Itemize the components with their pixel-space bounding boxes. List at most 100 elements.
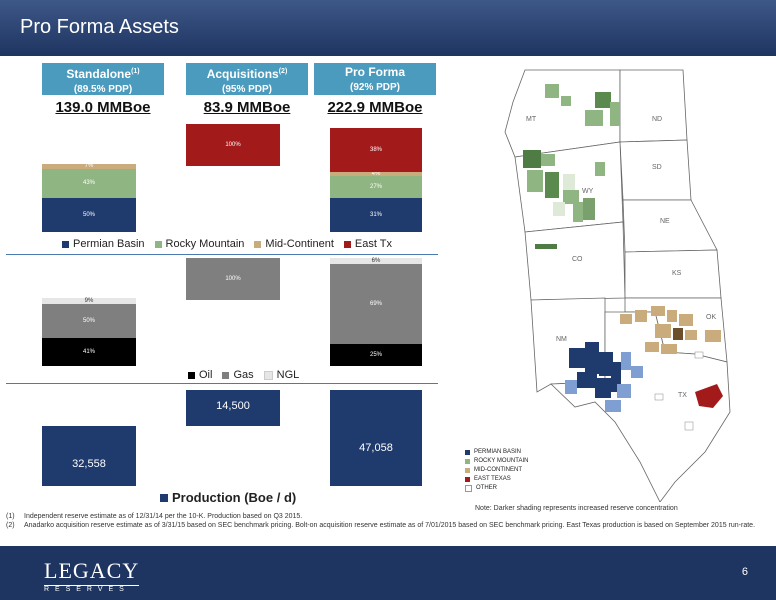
- footnote: (1) Independent reserve estimate as of 12…: [6, 512, 766, 521]
- column-footnote-ref: (1): [131, 68, 140, 75]
- column-title: Standalone: [66, 67, 132, 81]
- bar-segment: 100%: [186, 258, 280, 300]
- footnote-number: (1): [6, 513, 15, 520]
- bar-segment: 41%: [42, 338, 136, 366]
- production-bar: 32,558: [42, 426, 136, 486]
- mid-continent-assets: [620, 306, 721, 354]
- legend-label: PERMIAN BASIN: [474, 449, 522, 455]
- legend-swatch: [160, 493, 168, 502]
- column-title: Acquisitions: [206, 67, 279, 81]
- bar-segment: 50%: [42, 304, 136, 339]
- bar-segment: 27%: [330, 176, 422, 198]
- column-footnote-ref: (2): [278, 68, 288, 75]
- production-legend: Production (Boe / d): [160, 490, 296, 505]
- legend-item: NGL: [263, 369, 300, 381]
- bar-segment: 69%: [330, 264, 422, 344]
- legend-item: Permian Basin: [62, 238, 145, 250]
- section-divider: [6, 383, 438, 384]
- bar-segment: 50%: [42, 198, 136, 232]
- section-divider: [6, 254, 438, 255]
- east-texas-assets: [695, 384, 723, 408]
- legend-swatch: [343, 240, 351, 248]
- state-label: NM: [556, 336, 567, 343]
- state-label: KS: [672, 270, 682, 277]
- column-subtitle: (92% PDP): [349, 82, 400, 93]
- map-legend-item: ROCKY MOUNTAIN: [465, 457, 528, 466]
- slide-header: Pro Forma Assets: [0, 0, 776, 56]
- state-tx: [550, 311, 731, 502]
- state-label: OK: [706, 314, 717, 321]
- column-total: 222.9 MMBoe: [327, 99, 423, 116]
- bar-segment: 31%: [330, 198, 422, 232]
- state-ne: [622, 199, 718, 253]
- state-label: MT: [526, 116, 537, 123]
- column-subtitle: (89.5% PDP): [73, 84, 133, 95]
- legend-label: East Tx: [354, 238, 392, 250]
- column-header-acquisitions: Acquisitions(2) (95% PDP): [186, 63, 308, 95]
- column-subtitle: (95% PDP): [221, 84, 272, 95]
- footnote-text: Independent reserve estimate as of 12/31…: [24, 513, 303, 520]
- logo-subtext: R E S E R V E S: [44, 585, 140, 593]
- logo-wordmark: LEGACY: [44, 558, 140, 583]
- bar-segment: 9%: [42, 298, 136, 305]
- production-value-label: 47,058: [359, 442, 393, 454]
- page-title: Pro Forma Assets: [20, 16, 179, 38]
- legend-item: East Tx: [343, 238, 392, 250]
- bar-segment: 43%: [42, 168, 136, 198]
- legend-label: NGL: [276, 369, 300, 381]
- production-bar: 14,500: [186, 390, 280, 426]
- legend-item: Rocky Mountain: [154, 238, 244, 250]
- legend-label: Gas: [233, 369, 254, 381]
- legend-swatch: [263, 370, 273, 380]
- product-legend: Oil Gas NGL: [188, 369, 299, 381]
- asset-map: [504, 69, 731, 502]
- legend-swatch: [154, 240, 162, 248]
- column-total: 83.9 MMBoe: [203, 99, 291, 116]
- rocky-mountain-assets: [523, 84, 620, 249]
- state-label: ND: [652, 116, 663, 123]
- legend-swatch: [188, 371, 195, 379]
- bar-segment: 25%: [330, 344, 422, 366]
- legend-label: Production (Boe / d): [172, 490, 297, 505]
- legend-swatch: [465, 459, 470, 464]
- footnote: (2) Anadarko acquisition reserve estimate…: [6, 521, 766, 530]
- legend-label: MID-CONTINENT: [474, 467, 522, 473]
- column-header-pro-forma: Pro Forma (92% PDP): [314, 63, 436, 95]
- footnotes: (1) Independent reserve estimate as of 12…: [6, 512, 766, 530]
- map-legend: PERMIAN BASIN ROCKY MOUNTAIN MID-CONTINE…: [465, 448, 528, 493]
- bar-segment: 7%: [42, 163, 136, 169]
- slide-footer: [0, 546, 776, 600]
- state-label: CO: [572, 256, 583, 263]
- legend-label: Mid-Continent: [265, 238, 334, 250]
- column-header-standalone: Standalone(1) (89.5% PDP): [42, 63, 164, 95]
- footnote-number: (2): [6, 522, 15, 529]
- page-number: 6: [741, 566, 748, 578]
- map-legend-item: MID-CONTINENT: [465, 466, 528, 475]
- legend-swatch: [222, 371, 230, 379]
- bar-segment: 100%: [186, 124, 280, 166]
- legend-swatch: [465, 450, 470, 455]
- state-label: TX: [678, 392, 687, 399]
- state-label: NE: [660, 218, 670, 225]
- legend-item: Mid-Continent: [254, 238, 334, 250]
- map-note: Note: Darker shading represents increase…: [475, 505, 678, 512]
- production-bar: 47,058: [330, 390, 422, 486]
- state-label: WY: [582, 188, 594, 195]
- legend-label: EAST TEXAS: [474, 476, 511, 482]
- legend-swatch: [465, 485, 472, 492]
- legend-label: Permian Basin: [73, 238, 145, 250]
- column-total: 139.0 MMBoe: [55, 99, 151, 116]
- production-value-label: 32,558: [72, 458, 106, 470]
- legend-swatch: [254, 240, 262, 248]
- permian-basin-assets: [569, 342, 621, 398]
- legend-label: Oil: [199, 369, 213, 381]
- bar-segment: 6%: [330, 258, 422, 264]
- production-value-label: 14,500: [216, 400, 250, 412]
- legend-swatch: [62, 240, 69, 248]
- map-legend-item: EAST TEXAS: [465, 475, 528, 484]
- footnote-text: Anadarko acquisition reserve estimate as…: [24, 522, 756, 529]
- state-label: SD: [652, 164, 662, 171]
- map-legend-item: PERMIAN BASIN: [465, 448, 528, 457]
- bar-segment: 38%: [330, 128, 422, 172]
- column-title: Pro Forma: [344, 65, 405, 79]
